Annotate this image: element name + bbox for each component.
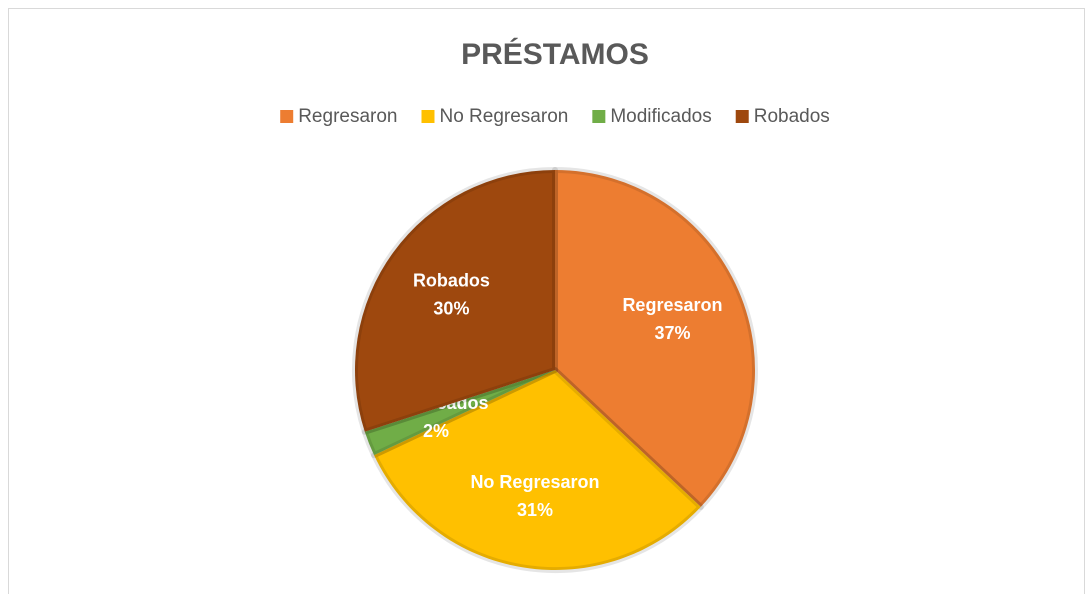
pie-slice bbox=[552, 167, 758, 510]
slice-category-label: Regresaron bbox=[622, 295, 722, 315]
pie-slice bbox=[352, 167, 558, 435]
legend-text: Robados bbox=[754, 106, 830, 127]
slice-value-label: 31% bbox=[517, 500, 553, 520]
slice-category-label: No Regresaron bbox=[470, 472, 599, 492]
slice-value-label: 37% bbox=[654, 323, 690, 343]
legend-text: Regresaron bbox=[298, 106, 397, 127]
chart-title: PRÉSTAMOS bbox=[461, 37, 649, 71]
slice-value-label: 30% bbox=[433, 299, 469, 319]
pie-slice bbox=[361, 367, 558, 459]
legend-text: Modificados bbox=[610, 106, 711, 127]
legend: Regresaron No Regresaron Modificados Robado… bbox=[280, 106, 830, 127]
slice-value-label: 2% bbox=[423, 421, 449, 441]
legend-swatch bbox=[735, 110, 749, 123]
legend-text: No Regresaron bbox=[439, 106, 568, 127]
legend-swatch bbox=[592, 110, 606, 123]
legend-swatch bbox=[421, 110, 435, 123]
slice-category-label: Robados bbox=[413, 271, 490, 291]
legend-swatch bbox=[280, 110, 294, 123]
pie-slice bbox=[371, 367, 704, 573]
